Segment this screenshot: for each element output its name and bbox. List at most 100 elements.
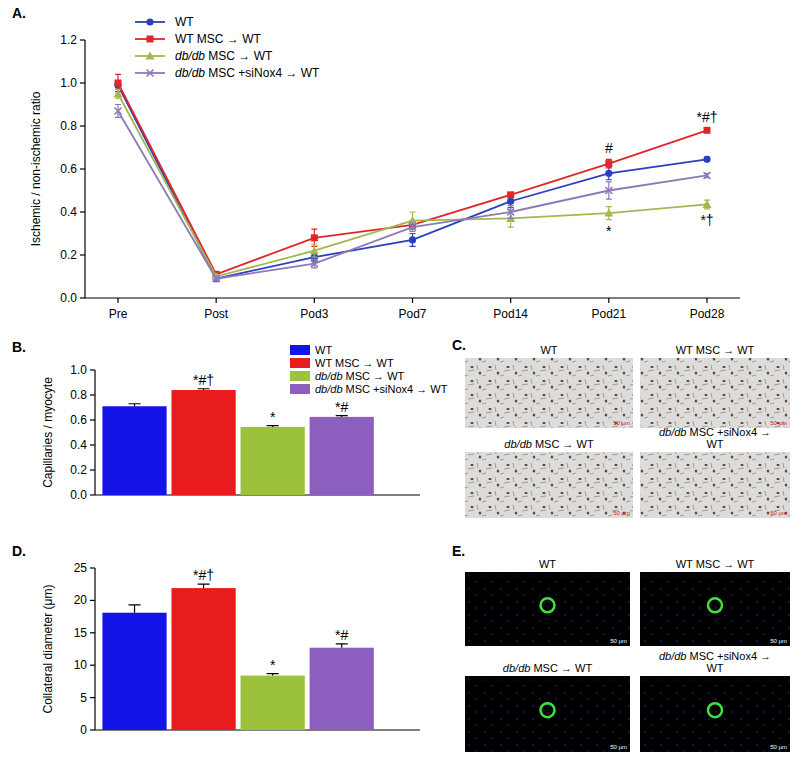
marker bbox=[114, 89, 123, 97]
text-part: 0.2 bbox=[70, 463, 87, 477]
text-part: db/db bbox=[659, 426, 687, 438]
y-tick-label: 1.2 bbox=[60, 33, 77, 47]
y-tick bbox=[80, 168, 85, 169]
text-part: WT bbox=[175, 32, 194, 46]
scale-bar: 50 µm bbox=[610, 638, 627, 644]
x-tick bbox=[314, 298, 315, 303]
y-axis bbox=[94, 370, 95, 495]
marker bbox=[310, 246, 319, 254]
text-part: 15 bbox=[74, 626, 88, 640]
y-tick bbox=[90, 469, 95, 470]
text-part: WT bbox=[373, 357, 393, 369]
text-part: MSC bbox=[530, 662, 558, 674]
image-caption: WT bbox=[540, 344, 557, 356]
vessel bbox=[708, 598, 722, 612]
text-part: * bbox=[270, 409, 276, 425]
text-part: WT bbox=[706, 438, 723, 450]
error-bar bbox=[606, 167, 612, 180]
legend-label: WT bbox=[315, 344, 332, 356]
y-tick-label: 5 bbox=[80, 691, 87, 705]
marker bbox=[704, 172, 711, 179]
significance: *† bbox=[700, 212, 713, 228]
bar bbox=[171, 588, 235, 730]
vessel bbox=[541, 598, 555, 612]
text-part: µm bbox=[777, 744, 787, 750]
error-bar bbox=[198, 389, 210, 390]
error-bar bbox=[606, 182, 612, 199]
image-caption: db/db MSC +siNox4 → bbox=[659, 650, 771, 662]
text-part: WT bbox=[297, 66, 320, 80]
error-bar bbox=[129, 404, 141, 407]
y-tick bbox=[80, 211, 85, 212]
x-tick bbox=[216, 298, 217, 303]
vessel bbox=[541, 703, 555, 717]
legend-label: db/db MSC +siNox4 → WT bbox=[175, 66, 320, 80]
micrograph bbox=[465, 676, 630, 752]
significance: *# bbox=[335, 627, 348, 643]
text-part: Pod21 bbox=[591, 307, 626, 321]
text-part: WT bbox=[676, 344, 693, 356]
y-tick bbox=[80, 39, 85, 40]
text-part: 1.2 bbox=[60, 33, 77, 47]
image-caption: WT bbox=[539, 558, 556, 570]
x-tick-label: Pod7 bbox=[398, 307, 426, 321]
panel-label: E. bbox=[452, 543, 465, 559]
text-part: +siNox4 bbox=[714, 650, 757, 662]
text-part: → bbox=[558, 662, 572, 674]
x-tick-label: Pre bbox=[109, 307, 128, 321]
marker bbox=[115, 80, 122, 87]
text-part: WT bbox=[676, 558, 693, 570]
text-part: WT bbox=[706, 662, 723, 674]
y-tick bbox=[90, 369, 95, 370]
x-tick-label: Pod28 bbox=[690, 307, 725, 321]
y-tick bbox=[90, 567, 95, 568]
figure: A. 0.0 0.2 0.4 0.6 0.8 1.0 1.2 Ischemic / non-is… bbox=[0, 0, 800, 764]
text-part: db/db bbox=[175, 66, 205, 80]
image-caption: db/db MSC +siNox4 → bbox=[659, 426, 771, 438]
y-tick-label: 0.0 bbox=[70, 488, 87, 502]
text-part: +siNox4 bbox=[714, 426, 757, 438]
legend-swatch bbox=[290, 358, 310, 368]
vessel bbox=[708, 703, 722, 717]
bar bbox=[310, 417, 374, 495]
text-part: 0.8 bbox=[70, 388, 87, 402]
y-axis bbox=[94, 568, 95, 730]
micrograph bbox=[640, 358, 790, 428]
panel-label: C. bbox=[452, 337, 466, 353]
text-part: MSC bbox=[205, 66, 235, 80]
text-part: 0.4 bbox=[70, 438, 87, 452]
y-tick-label: 0.6 bbox=[70, 413, 87, 427]
significance: * bbox=[606, 223, 612, 239]
marker bbox=[605, 187, 612, 194]
text-part: db/db bbox=[503, 662, 531, 674]
text-part: A. bbox=[12, 5, 26, 21]
text-part: → bbox=[235, 49, 250, 63]
text-part: 0.6 bbox=[70, 413, 87, 427]
marker bbox=[409, 224, 416, 231]
error-bar bbox=[267, 426, 279, 427]
text-part: # bbox=[605, 140, 613, 156]
text-part: WT bbox=[175, 15, 194, 29]
error-bar bbox=[267, 674, 279, 676]
y-axis-label: Ischemic / non-ischemic ratio bbox=[29, 91, 43, 246]
image-caption: WT bbox=[706, 662, 723, 674]
y-tick-label: 0 bbox=[80, 723, 87, 737]
text-part: WT bbox=[315, 357, 332, 369]
image-caption: db/db MSC → WT bbox=[503, 662, 593, 674]
text-part: Pod3 bbox=[300, 307, 328, 321]
legend: WTWT MSC → WTdb/db MSC → WTdb/db MSC +si… bbox=[135, 15, 320, 80]
text-part: µm bbox=[777, 420, 787, 426]
text-part: µm bbox=[620, 420, 630, 426]
text-part: 0.0 bbox=[60, 291, 77, 305]
text-part: 1.0 bbox=[60, 76, 77, 90]
marker bbox=[703, 200, 712, 208]
text-part: 25 bbox=[74, 561, 88, 575]
bar bbox=[241, 427, 305, 495]
micrograph bbox=[640, 572, 790, 646]
text-part: ratio bbox=[29, 91, 43, 118]
legend-label: db/db MSC → WT bbox=[315, 370, 405, 382]
text-part: WT bbox=[540, 344, 557, 356]
text-part: *† bbox=[700, 212, 713, 228]
text-part: 5 bbox=[80, 691, 87, 705]
error-bar bbox=[606, 159, 612, 168]
